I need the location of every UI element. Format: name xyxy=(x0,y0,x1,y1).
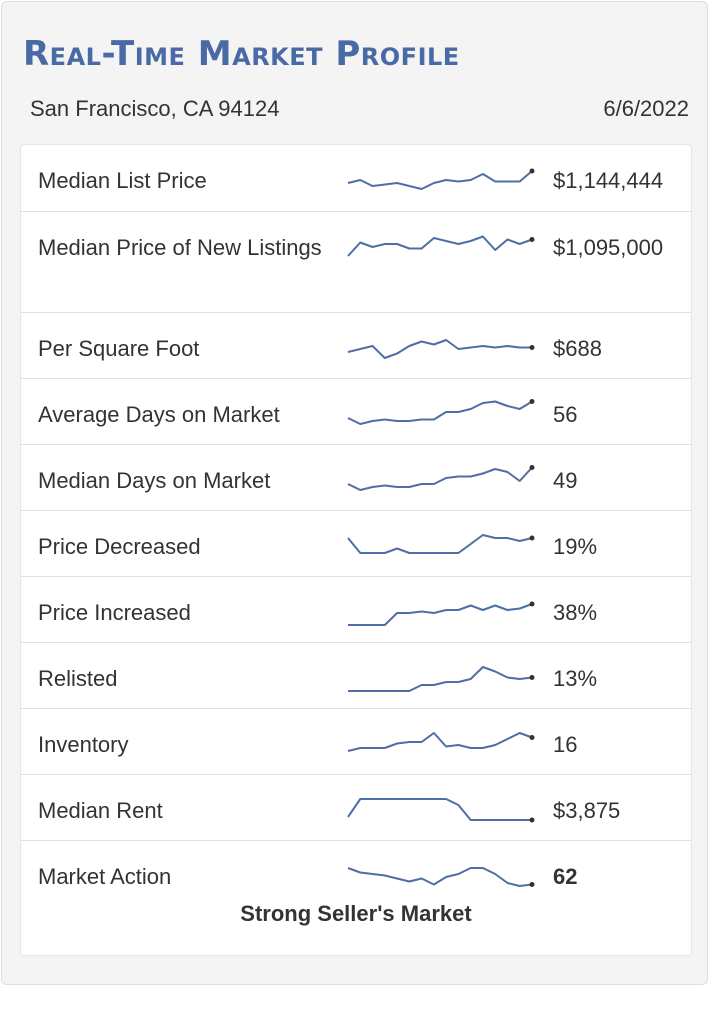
metric-row-average-days-on-market: Average Days on Market 56 xyxy=(21,379,691,445)
sparkline-per-square-foot xyxy=(347,339,535,359)
sparkline-price-increased xyxy=(348,601,535,626)
widget-title: Real-Time Market Profile xyxy=(23,34,460,74)
sparkline-relisted xyxy=(348,666,535,692)
sparkline-path xyxy=(347,534,533,554)
sparkline-endpoint xyxy=(529,882,535,887)
date-text: 6/6/2022 xyxy=(603,96,689,121)
sparkline-average-days-on-market xyxy=(347,399,535,425)
metric-value: $1,095,000 xyxy=(553,235,664,260)
sparkline-endpoint xyxy=(529,535,535,541)
sparkline-endpoint xyxy=(529,237,535,242)
metric-label: Median List Price xyxy=(38,168,207,193)
sparkline-path xyxy=(347,339,532,359)
sparkline-price-decreased xyxy=(347,534,535,554)
metric-value: $688 xyxy=(553,336,602,361)
metric-label: Market Action xyxy=(38,864,172,889)
sparkline-market-action xyxy=(347,867,535,887)
market-summary: Strong Seller's Market xyxy=(240,901,472,926)
metric-label: Price Increased xyxy=(38,600,191,625)
sparkline-median-days-on-market xyxy=(347,465,535,491)
sparkline-median-list-price xyxy=(347,168,535,190)
metric-label: Relisted xyxy=(38,666,118,691)
sparkline-path xyxy=(347,466,533,491)
metric-row-price-decreased: Price Decreased 19% xyxy=(21,511,691,577)
metric-row-median-price-new-listings: Median Price of New Listings $1,095,000 xyxy=(21,212,691,313)
metric-row-market-action: Market Action 62 Strong Seller's Market xyxy=(21,841,691,955)
sparkline-path xyxy=(348,603,533,626)
metric-value: 49 xyxy=(553,468,578,493)
sparkline-inventory xyxy=(347,732,535,752)
sparkline-endpoint xyxy=(529,399,535,404)
sparkline-endpoint xyxy=(529,735,535,740)
sparkline-endpoint xyxy=(529,817,535,823)
metric-value: 62 xyxy=(553,864,578,889)
sparkline-path xyxy=(347,400,533,425)
sparkline-endpoint xyxy=(529,601,535,607)
metric-row-median-list-price: Median List Price $1,144,444 xyxy=(21,145,691,212)
metric-row-inventory: Inventory 16 xyxy=(21,709,691,775)
metric-value: 13% xyxy=(553,666,598,691)
metric-label: Median Days on Market xyxy=(38,468,271,493)
sparkline-path xyxy=(347,170,533,190)
sparkline-path xyxy=(347,235,533,257)
metric-label: Per Square Foot xyxy=(38,336,200,361)
metric-label: Inventory xyxy=(38,732,129,757)
market-profile-widget: Real-Time Market Profile San Francisco, … xyxy=(1,1,708,985)
metric-value: 19% xyxy=(553,534,598,559)
sparkline-path xyxy=(347,798,532,821)
sparkline-endpoint xyxy=(529,675,535,680)
metric-row-price-increased: Price Increased 38% xyxy=(21,577,691,643)
sparkline-path xyxy=(348,666,533,692)
metric-label: Median Rent xyxy=(38,798,163,823)
metrics-table: Median List Price $1,144,444 Median Pric… xyxy=(20,144,692,956)
sparkline-endpoint xyxy=(529,345,535,350)
metric-value: 38% xyxy=(553,600,598,625)
metric-label: Median Price of New Listings xyxy=(38,235,322,260)
sparkline-path xyxy=(347,867,533,887)
metric-row-median-rent: Median Rent $3,875 xyxy=(21,775,691,841)
metric-label: Average Days on Market xyxy=(38,402,280,427)
location-text: San Francisco, CA 94124 xyxy=(30,96,280,121)
sparkline-path xyxy=(347,732,533,752)
metric-label: Price Decreased xyxy=(38,534,201,559)
metric-value: $1,144,444 xyxy=(553,168,664,193)
sparkline-endpoint xyxy=(529,168,535,174)
metric-row-per-square-foot: Per Square Foot $688 xyxy=(21,313,691,379)
metric-row-median-days-on-market: Median Days on Market 49 xyxy=(21,445,691,511)
metric-value: $3,875 xyxy=(553,798,621,823)
metric-row-relisted: Relisted 13% xyxy=(21,643,691,709)
sparkline-median-rent xyxy=(347,798,535,823)
sparkline-endpoint xyxy=(529,465,535,470)
metric-value: 16 xyxy=(553,732,578,757)
metric-value: 56 xyxy=(553,402,578,427)
sparkline-median-price-new-listings xyxy=(347,235,535,257)
